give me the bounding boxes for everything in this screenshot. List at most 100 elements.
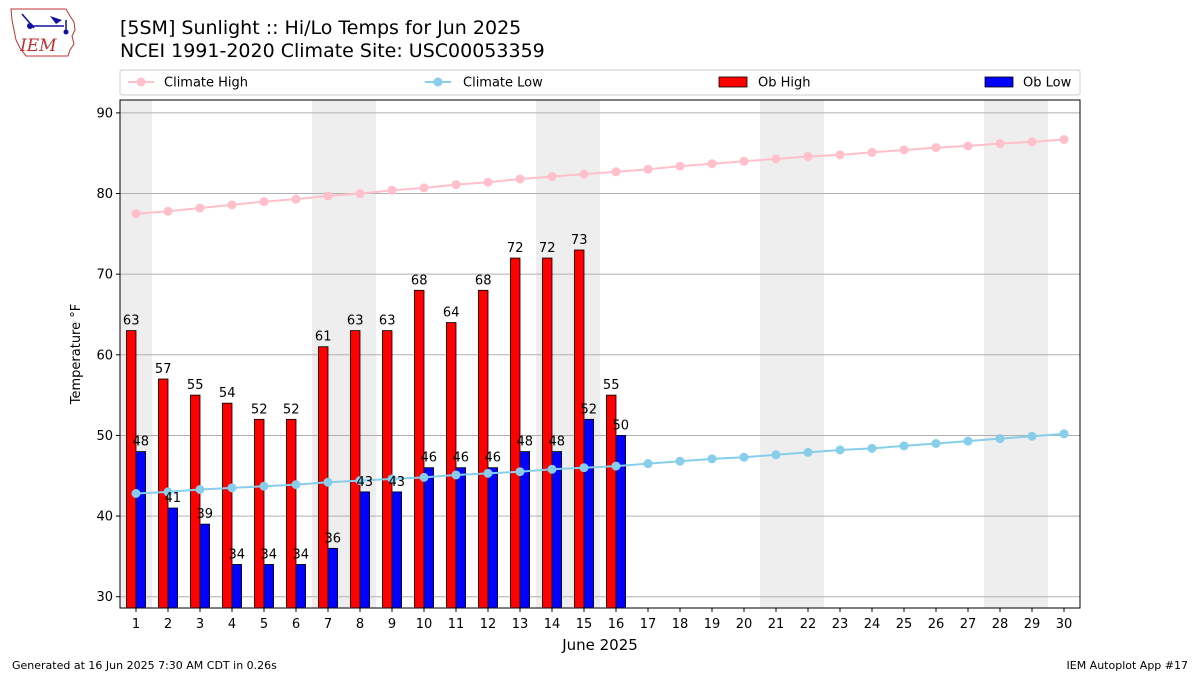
climate-high-point (483, 177, 493, 187)
ob-high-label: 63 (123, 314, 140, 329)
y-axis-label: Temperature °F (69, 304, 84, 405)
x-tick-label: 23 (832, 617, 849, 632)
climate-low-point (483, 468, 493, 478)
ob-high-label: 72 (507, 241, 524, 256)
ob-low-label: 50 (613, 418, 630, 433)
legend-climate-high-marker (136, 77, 146, 87)
x-tick-label: 4 (228, 617, 236, 632)
y-tick-label: 40 (96, 510, 113, 525)
ob-low-label: 43 (389, 475, 406, 490)
climate-high-point (611, 167, 621, 177)
ob-low-bar (231, 564, 242, 609)
y-tick-label: 90 (96, 106, 113, 121)
climate-high-point (163, 206, 173, 216)
x-tick-label: 9 (388, 617, 396, 632)
x-tick-label: 27 (960, 617, 977, 632)
ob-high-bar (381, 330, 393, 609)
ob-high-bar (349, 330, 361, 609)
x-tick-label: 12 (480, 617, 497, 632)
climate-high-point (579, 169, 589, 179)
ob-low-bar (583, 418, 595, 609)
ob-high-label: 73 (571, 233, 588, 248)
climate-low-point (419, 472, 429, 482)
climate-high-point (675, 161, 685, 171)
climate-high-point (451, 180, 461, 190)
x-tick-label: 14 (544, 617, 561, 632)
ob-low-label: 43 (357, 475, 374, 490)
ob-high-label: 64 (443, 306, 460, 321)
climate-low-point (227, 483, 237, 493)
y-tick-label: 80 (96, 187, 113, 202)
climate-high-point (195, 203, 205, 213)
ob-low-label: 52 (581, 402, 598, 417)
ob-high-label: 63 (347, 314, 364, 329)
ob-low-bar (135, 451, 146, 609)
ob-high-bar (509, 257, 521, 609)
x-tick-label: 16 (608, 617, 625, 632)
ob-low-label: 39 (197, 507, 214, 522)
ob-low-bar (391, 491, 403, 609)
climate-high-point (227, 200, 237, 210)
plot-frame (119, 99, 1081, 609)
iem-logo: IEM (10, 8, 76, 57)
ob-low-bar (615, 435, 627, 609)
legend-ob-low-label: Ob Low (1023, 76, 1072, 91)
ob-low-label: 48 (133, 435, 150, 450)
ob-high-bar (253, 418, 265, 609)
ob-low-bar (327, 547, 339, 609)
climate-high-point (1059, 135, 1069, 145)
climate-low-point (451, 470, 461, 480)
climate-low-point (323, 477, 333, 487)
climate-low-point (739, 452, 749, 462)
ob-high-label: 55 (187, 378, 204, 393)
climate-low-line (135, 432, 1065, 495)
climate-high-point (643, 164, 653, 174)
ob-low-label: 34 (229, 547, 246, 562)
ob-low-label: 48 (517, 435, 534, 450)
chart-title: [5SM] Sunlight :: Hi/Lo Temps for Jun 20… (120, 17, 522, 39)
x-tick-label: 5 (260, 617, 268, 632)
climate-low-point (355, 476, 365, 486)
climate-low-point (259, 481, 269, 491)
ob-low-bar (455, 467, 467, 609)
climate-low-point (771, 450, 781, 460)
climate-high-point (131, 209, 141, 219)
climate-high-line (135, 138, 1065, 215)
x-tick-label: 17 (640, 617, 657, 632)
ob-high-bar (477, 289, 489, 609)
legend-climate-low-marker (433, 77, 443, 87)
ob-high-bar (285, 418, 297, 609)
climate-high-point (931, 143, 941, 153)
legend-box (119, 69, 1081, 96)
x-tick-label: 15 (576, 617, 593, 632)
climate-high-point (419, 183, 429, 193)
ob-high-bar (574, 249, 585, 609)
ob-high-bar (317, 346, 329, 609)
ob-low-label: 48 (549, 435, 566, 450)
climate-high-point (259, 197, 269, 207)
climate-low-point (195, 484, 205, 494)
climate-low-point (963, 436, 973, 446)
ob-high-label: 57 (155, 362, 172, 377)
ob-low-bar (199, 523, 210, 609)
ob-low-bar (551, 451, 563, 609)
ob-low-bar (359, 491, 371, 609)
chart-subtitle: NCEI 1991-2020 Climate Site: USC00053359 (120, 40, 545, 62)
y-tick-label: 70 (96, 268, 113, 283)
ob-high-bar (413, 289, 425, 609)
climate-high-point (547, 172, 557, 182)
ob-high-bar (126, 330, 137, 609)
legend-ob-high-label: Ob High (758, 76, 811, 91)
x-tick-label: 13 (512, 617, 529, 632)
climate-low-point (163, 487, 173, 497)
ob-low-label: 34 (261, 547, 278, 562)
climate-high-point (355, 189, 365, 199)
x-tick-label: 7 (324, 617, 332, 632)
climate-high-point (291, 194, 301, 204)
climate-high-point (867, 147, 877, 157)
climate-high-point (387, 185, 397, 195)
climate-low-point (835, 445, 845, 455)
legend-climate-low-label: Climate Low (463, 76, 543, 91)
climate-low-point (899, 441, 909, 451)
